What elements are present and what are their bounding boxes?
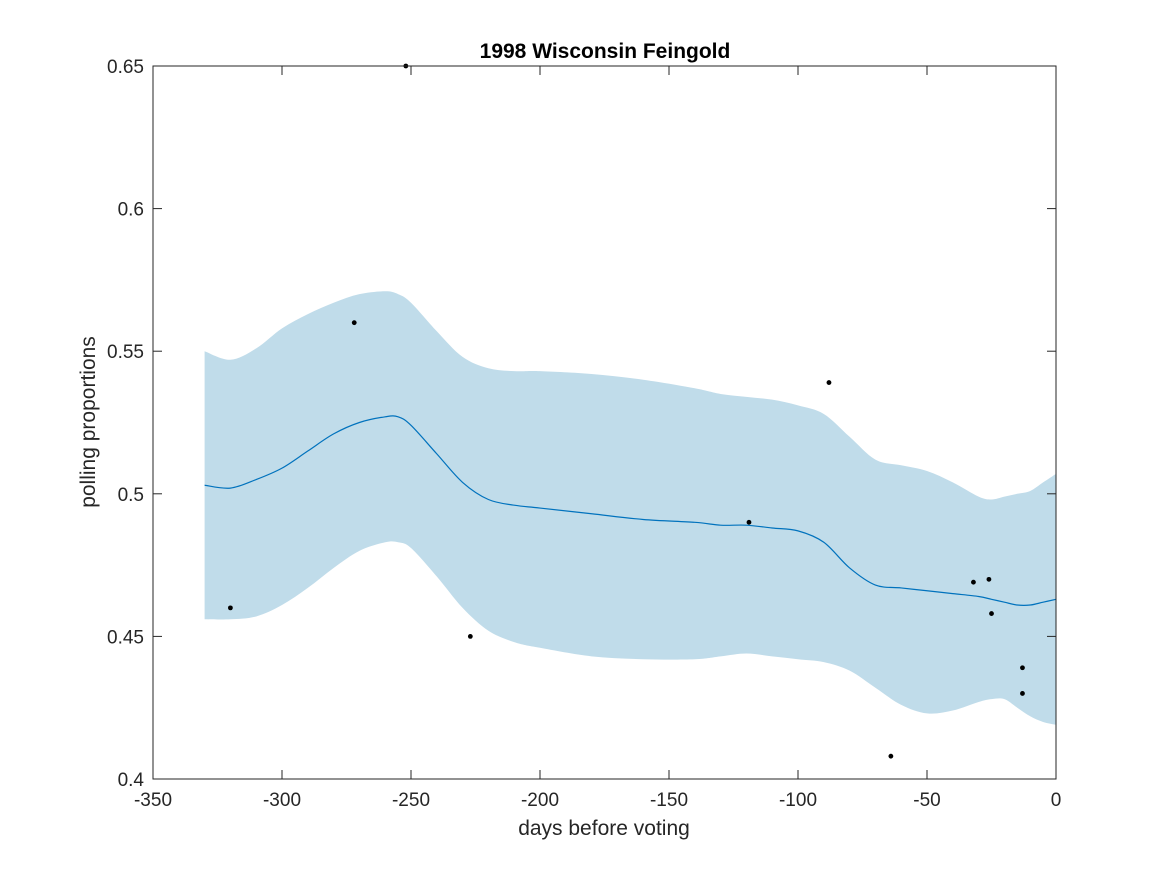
data-point — [467, 634, 473, 639]
y-tick-label: 0.4 — [118, 770, 145, 791]
confidence-band — [204, 291, 1057, 725]
x-tick-label: 0 — [1051, 790, 1062, 811]
data-point — [888, 753, 894, 759]
y-tick-label: 0.6 — [118, 200, 144, 221]
mean-line — [204, 415, 1057, 606]
x-tick-label: -150 — [650, 790, 688, 811]
data-point — [826, 380, 832, 385]
x-tick-label: -100 — [779, 790, 817, 811]
data-point — [971, 579, 976, 585]
x-tick-label: -300 — [263, 790, 301, 811]
y-tick-label: 0.45 — [107, 627, 144, 648]
data-point — [746, 519, 752, 525]
y-tick-label: 0.65 — [107, 57, 144, 78]
x-tick-label: -250 — [392, 790, 430, 811]
axes-box — [152, 65, 1057, 780]
x-tick-label: -50 — [913, 790, 940, 811]
data-point — [989, 611, 994, 616]
data-point — [1020, 665, 1025, 671]
x-axis-label: days before voting — [518, 817, 690, 840]
x-tick-label: -350 — [134, 790, 172, 811]
data-point — [1020, 691, 1025, 696]
data-point — [228, 605, 233, 611]
y-tick-label: 0.55 — [107, 342, 144, 363]
data-point — [986, 576, 992, 582]
chart-title: 1998 Wisconsin Feingold — [480, 40, 731, 63]
x-tick-label: -200 — [521, 790, 559, 811]
y-axis-label: polling proportions — [77, 336, 100, 508]
y-tick-label: 0.5 — [118, 485, 144, 506]
data-point — [351, 320, 357, 326]
